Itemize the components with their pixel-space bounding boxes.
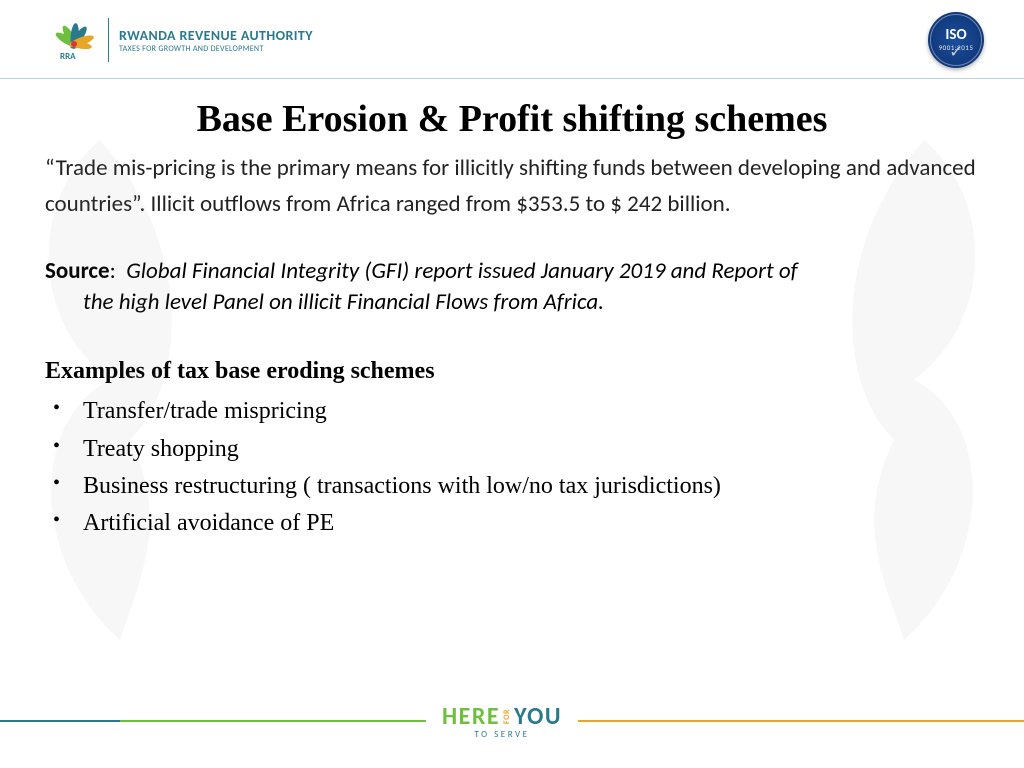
slide-title: Base Erosion & Profit shifting schemes [45, 97, 979, 141]
org-tagline: TAXES FOR GROWTH AND DEVELOPMENT [119, 44, 313, 54]
header-left: RRA RWANDA REVENUE AUTHORITY TAXES FOR G… [50, 16, 313, 64]
logo-abbr: RRA [60, 51, 76, 62]
header: RRA RWANDA REVENUE AUTHORITY TAXES FOR G… [0, 0, 1024, 79]
footer-line [884, 720, 1024, 722]
slide-content: Base Erosion & Profit shifting schemes “… [0, 79, 1024, 542]
footer-for: FOR [502, 709, 512, 724]
checkmark-icon: ✓ [949, 42, 962, 62]
logo-divider [108, 18, 109, 62]
iso-badge: ISO 9001:2015 ✓ [928, 12, 984, 68]
examples-list: Transfer/trade mispricing Treaty shoppin… [45, 393, 979, 542]
source-text-b: the high level Panel on illicit Financia… [45, 287, 979, 318]
footer-you: YOU [514, 702, 562, 731]
intro-paragraph: “Trade mis-pricing is the primary means … [45, 151, 979, 222]
org-name: RWANDA REVENUE AUTHORITY [119, 27, 313, 44]
rra-logo: RRA [50, 16, 98, 64]
footer-logo: HERE FOR YOU TO SERVE [426, 702, 578, 740]
list-item: Treaty shopping [45, 431, 979, 468]
list-item: Artificial avoidance of PE [45, 505, 979, 542]
list-item: Business restructuring ( transactions wi… [45, 468, 979, 505]
list-item: Transfer/trade mispricing [45, 393, 979, 430]
footer-line [578, 720, 884, 722]
footer-line [0, 720, 120, 722]
footer-line [120, 720, 426, 722]
footer-here: HERE [442, 702, 500, 731]
footer: HERE FOR YOU TO SERVE [0, 702, 1024, 740]
source-text-a: Global Financial Integrity (GFI) report … [126, 257, 797, 285]
iso-label: ISO [945, 28, 966, 43]
source-block: Source: Global Financial Integrity (GFI)… [45, 256, 979, 318]
org-text: RWANDA REVENUE AUTHORITY TAXES FOR GROWT… [119, 27, 313, 54]
footer-hereforyou: HERE FOR YOU [442, 702, 562, 731]
source-label: Source [45, 257, 110, 285]
examples-heading: Examples of tax base eroding schemes [45, 358, 979, 385]
